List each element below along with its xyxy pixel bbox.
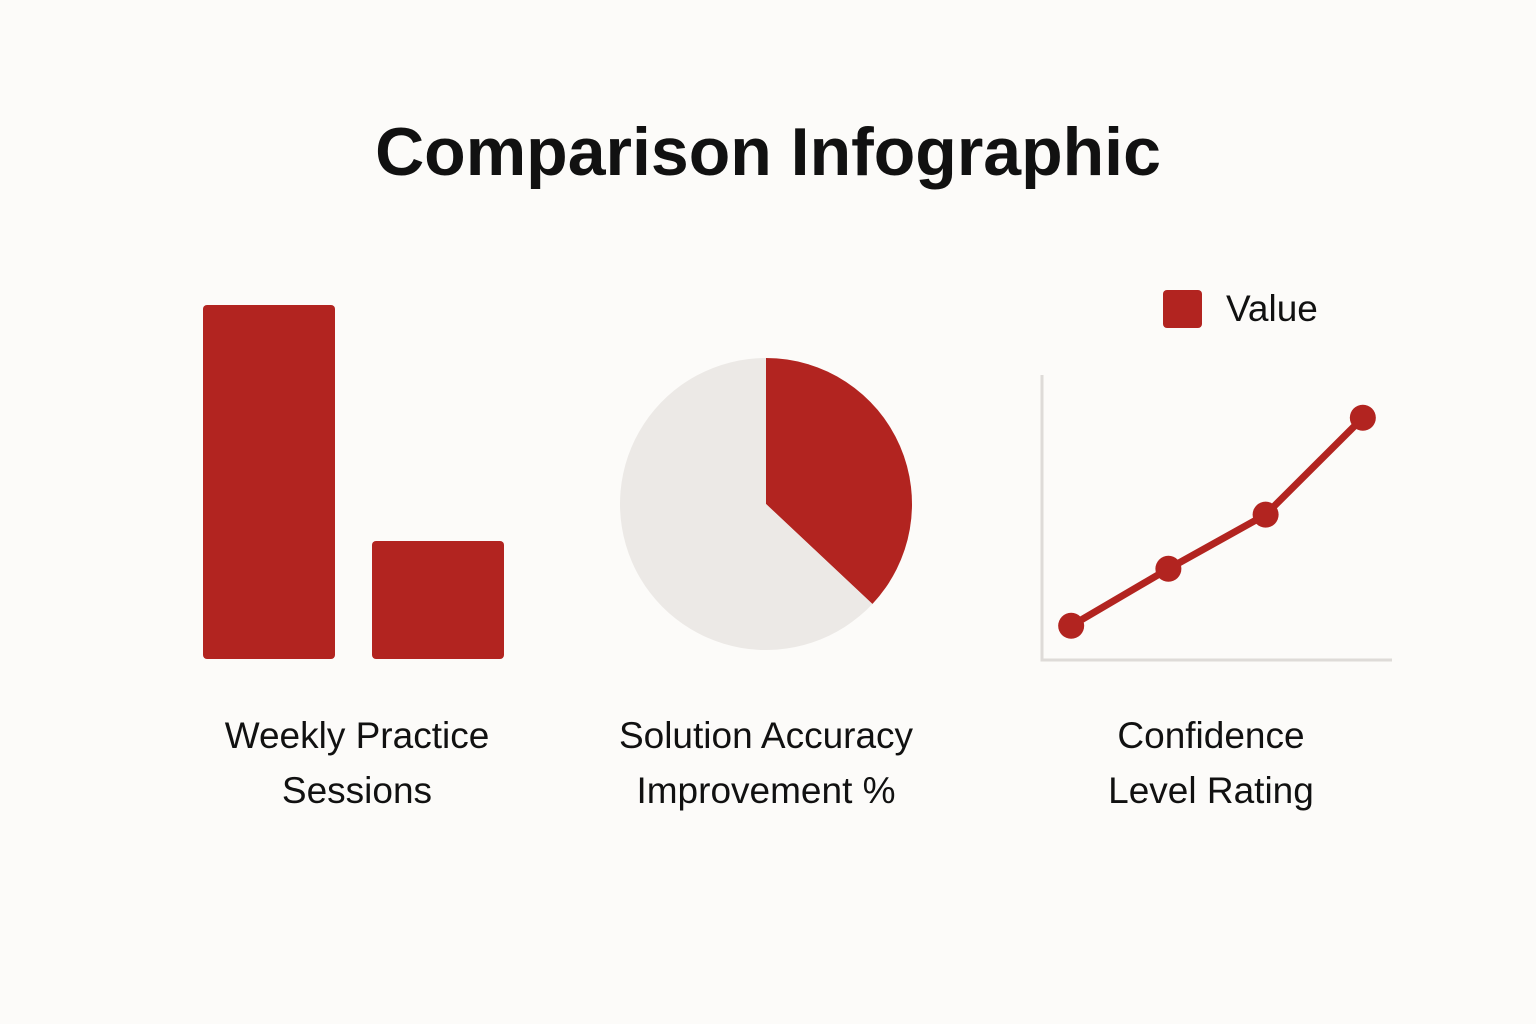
point bbox=[1252, 501, 1279, 528]
axis-line bbox=[1040, 375, 1392, 662]
pie-slice bbox=[766, 358, 912, 604]
pie-slice bbox=[619, 358, 873, 651]
legend-swatch bbox=[1163, 290, 1202, 328]
bar bbox=[203, 305, 335, 659]
legend-label: Value bbox=[1226, 288, 1318, 329]
chart-label: Weekly Practice Sessions bbox=[224, 715, 490, 811]
chart-label: Solution Accuracy Improvement % bbox=[618, 715, 914, 811]
page-title: Comparison Infographic bbox=[375, 114, 1161, 190]
line bbox=[1067, 414, 1367, 630]
point bbox=[1155, 555, 1182, 582]
chart-label: Confidence Level Rating bbox=[1108, 715, 1314, 811]
bar bbox=[372, 541, 504, 659]
point bbox=[1349, 404, 1376, 431]
point bbox=[1058, 612, 1085, 639]
